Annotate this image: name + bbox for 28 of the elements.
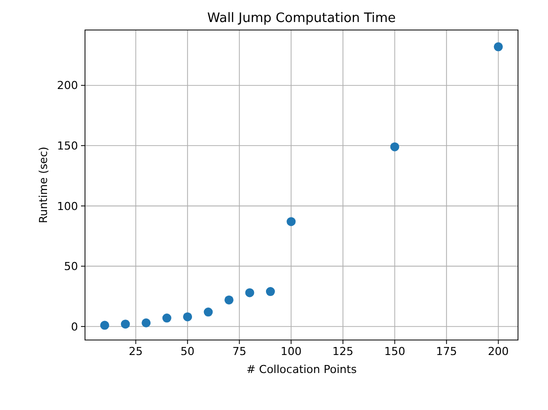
point [204, 308, 213, 317]
point [120, 320, 130, 329]
chart-title: Wall Jump Computation Time [207, 11, 396, 26]
x-tick-label: 150 [384, 345, 406, 358]
point [494, 42, 503, 52]
y-tick-label: 100 [57, 200, 78, 213]
x-tick-label: 125 [332, 345, 354, 358]
point [162, 314, 172, 323]
y-axis-title: Runtime (sec) [37, 146, 50, 224]
y-tick-label: 200 [57, 79, 78, 92]
point [266, 287, 275, 296]
point [183, 312, 192, 322]
y-tick-label: 150 [57, 139, 78, 152]
point [286, 217, 296, 226]
x-tick-label: 100 [280, 345, 302, 358]
x-tick-label: 50 [180, 345, 195, 358]
point [142, 318, 151, 328]
y-tick-label: 50 [64, 260, 78, 274]
point [245, 288, 254, 298]
x-tick-label: 200 [488, 345, 509, 358]
point [390, 142, 400, 152]
x-tick-label: 25 [128, 345, 143, 358]
x-tick-label: 175 [436, 345, 458, 358]
point [100, 320, 110, 330]
point [224, 295, 234, 304]
x-tick-label: 75 [232, 345, 246, 358]
x-axis-title: # Collocation Points [246, 363, 357, 376]
y-tick-label: 0 [71, 320, 78, 334]
